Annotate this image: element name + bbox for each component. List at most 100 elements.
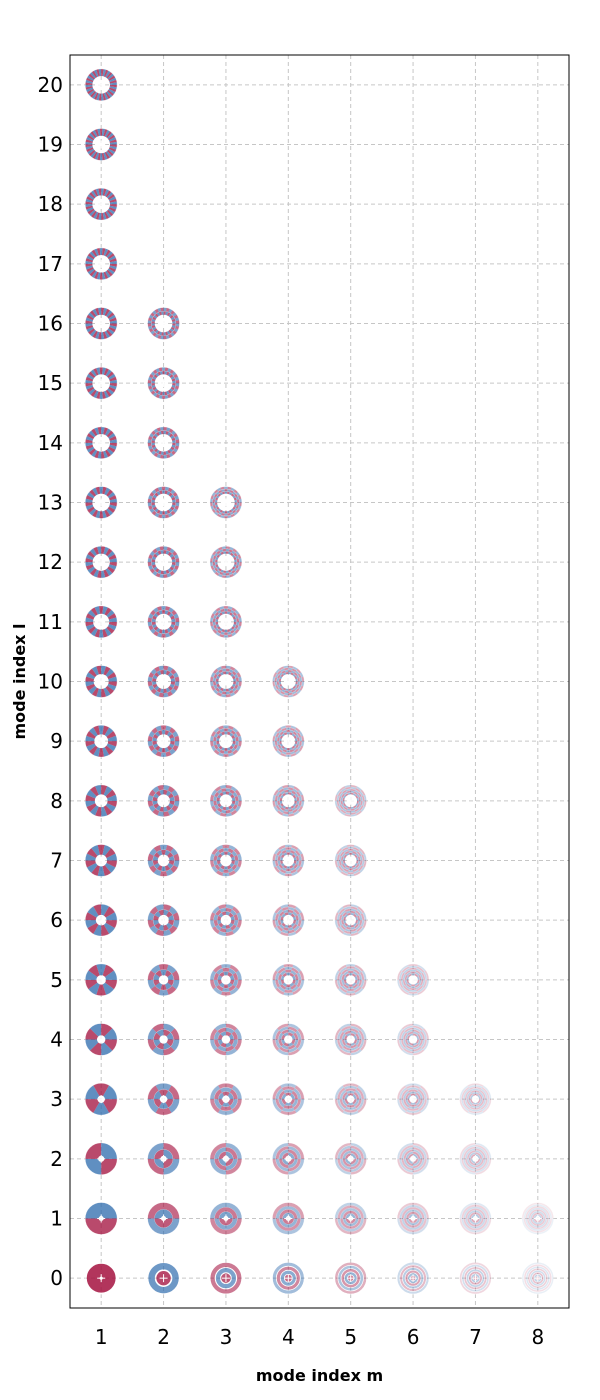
x-tick-label: 5: [344, 1325, 357, 1349]
y-tick-label: 18: [38, 192, 63, 216]
mode-pattern-m1-l0: [84, 1261, 118, 1295]
mode-pattern-m1-l5: [84, 963, 118, 997]
mode-pattern-m2-l7: [147, 844, 180, 877]
mode-pattern-m5-l4: [334, 1023, 367, 1056]
mode-pattern-m3-l10: [209, 665, 243, 698]
mode-pattern-m1-l15: [84, 366, 118, 400]
y-tick-label: 10: [38, 670, 63, 694]
mode-pattern-m2-l1: [147, 1202, 180, 1235]
y-tick-label: 14: [38, 431, 63, 455]
y-axis-title: mode index l: [10, 623, 29, 739]
mode-pattern-m7-l1: [459, 1202, 492, 1235]
y-tick-label: 17: [38, 252, 63, 276]
mode-pattern-m1-l1: [84, 1202, 118, 1235]
mode-pattern-m2-l11: [147, 605, 180, 639]
mode-pattern-m2-l15: [147, 366, 180, 400]
mode-pattern-m4-l5: [272, 963, 305, 997]
mode-pattern-m1-l6: [84, 903, 118, 937]
mode-pattern-m1-l19: [84, 128, 118, 161]
mode-pattern-m2-l16: [147, 307, 180, 340]
mode-pattern-m5-l2: [334, 1142, 367, 1176]
mode-pattern-m1-l13: [84, 486, 118, 519]
y-tick-label: 0: [50, 1266, 63, 1290]
y-tick-label: 9: [50, 729, 63, 753]
mode-pattern-m4-l6: [272, 903, 305, 937]
mode-pattern-m3-l4: [209, 1023, 243, 1056]
mode-pattern-m3-l0: [209, 1261, 243, 1295]
y-tick-label: 20: [38, 73, 63, 97]
mode-pattern-m3-l9: [209, 724, 243, 758]
y-tick-label: 13: [38, 491, 63, 515]
mode-pattern-m2-l13: [147, 486, 180, 519]
mode-pattern-m1-l7: [84, 844, 118, 877]
mode-pattern-m2-l8: [147, 784, 180, 818]
x-tick-label: 4: [282, 1325, 295, 1349]
plot-frame: [69, 54, 570, 1309]
mode-pattern-m2-l4: [147, 1023, 180, 1056]
mode-pattern-m2-l12: [147, 545, 180, 579]
mode-pattern-m5-l8: [334, 784, 367, 818]
y-tick-label: 6: [50, 908, 63, 932]
mode-pattern-m6-l0: [396, 1261, 430, 1295]
y-tick-label: 5: [50, 968, 63, 992]
mode-pattern-m4-l7: [272, 844, 305, 877]
mode-pattern-m6-l5: [396, 963, 430, 997]
y-tick-label: 16: [38, 312, 63, 336]
mode-pattern-m6-l1: [396, 1202, 430, 1235]
mode-pattern-m7-l3: [459, 1082, 492, 1116]
mode-pattern-m5-l1: [334, 1202, 367, 1235]
mode-pattern-m3-l2: [209, 1142, 243, 1176]
mode-pattern-m1-l11: [84, 605, 118, 639]
mode-pattern-m4-l4: [272, 1023, 305, 1056]
mode-pattern-m1-l20: [84, 68, 118, 102]
mode-pattern-m6-l4: [396, 1023, 430, 1056]
mode-pattern-m2-l0: [147, 1261, 180, 1295]
mode-pattern-m6-l3: [396, 1082, 430, 1116]
mode-pattern-m2-l9: [147, 724, 180, 758]
mode-pattern-m3-l8: [209, 784, 243, 818]
mode-pattern-m4-l9: [272, 724, 305, 758]
mode-pattern-m1-l4: [84, 1023, 118, 1056]
mode-pattern-m3-l13: [209, 486, 243, 519]
mode-pattern-m5-l3: [334, 1082, 367, 1116]
mode-pattern-m2-l3: [147, 1082, 180, 1116]
y-tick-label: 3: [50, 1087, 63, 1111]
mode-pattern-m1-l2: [84, 1142, 118, 1176]
x-tick-label: 6: [407, 1325, 420, 1349]
x-tick-label: 7: [469, 1325, 482, 1349]
mode-pattern-m1-l10: [84, 665, 118, 698]
mode-pattern-m1-l17: [84, 247, 118, 281]
mode-pattern-m2-l10: [147, 665, 180, 698]
y-tick-label: 8: [50, 789, 63, 813]
mode-pattern-m1-l12: [84, 545, 118, 579]
mode-pattern-m1-l9: [84, 724, 118, 758]
mode-pattern-m2-l5: [147, 963, 180, 997]
mode-pattern-m1-l14: [84, 426, 118, 460]
mode-pattern-m3-l5: [209, 963, 243, 997]
x-axis-title: mode index m: [256, 1366, 383, 1385]
mode-pattern-m2-l2: [147, 1142, 180, 1176]
mode-pattern-m7-l2: [459, 1142, 492, 1176]
y-tick-label: 15: [38, 371, 63, 395]
y-tick-label: 12: [38, 550, 63, 574]
y-tick-label: 2: [50, 1147, 63, 1171]
mode-pattern-m4-l2: [272, 1142, 305, 1176]
mode-pattern-m4-l10: [272, 665, 305, 698]
mode-pattern-m7-l0: [459, 1261, 492, 1295]
y-tick-label: 4: [50, 1028, 63, 1052]
y-tick-label: 1: [50, 1207, 63, 1231]
x-tick-label: 3: [220, 1325, 233, 1349]
x-tick-label: 2: [157, 1325, 170, 1349]
mode-pattern-m3-l12: [209, 545, 243, 579]
x-tick-label: 1: [95, 1325, 108, 1349]
mode-pattern-m2-l14: [147, 426, 180, 460]
y-tick-label: 19: [38, 133, 63, 157]
mode-pattern-m5-l7: [334, 844, 367, 877]
mode-pattern-m5-l0: [334, 1261, 367, 1295]
mode-pattern-m3-l3: [209, 1082, 243, 1116]
grid-lines: [70, 55, 569, 1308]
mode-pattern-m2-l6: [147, 903, 180, 937]
mode-pattern-m8-l0: [521, 1261, 555, 1295]
